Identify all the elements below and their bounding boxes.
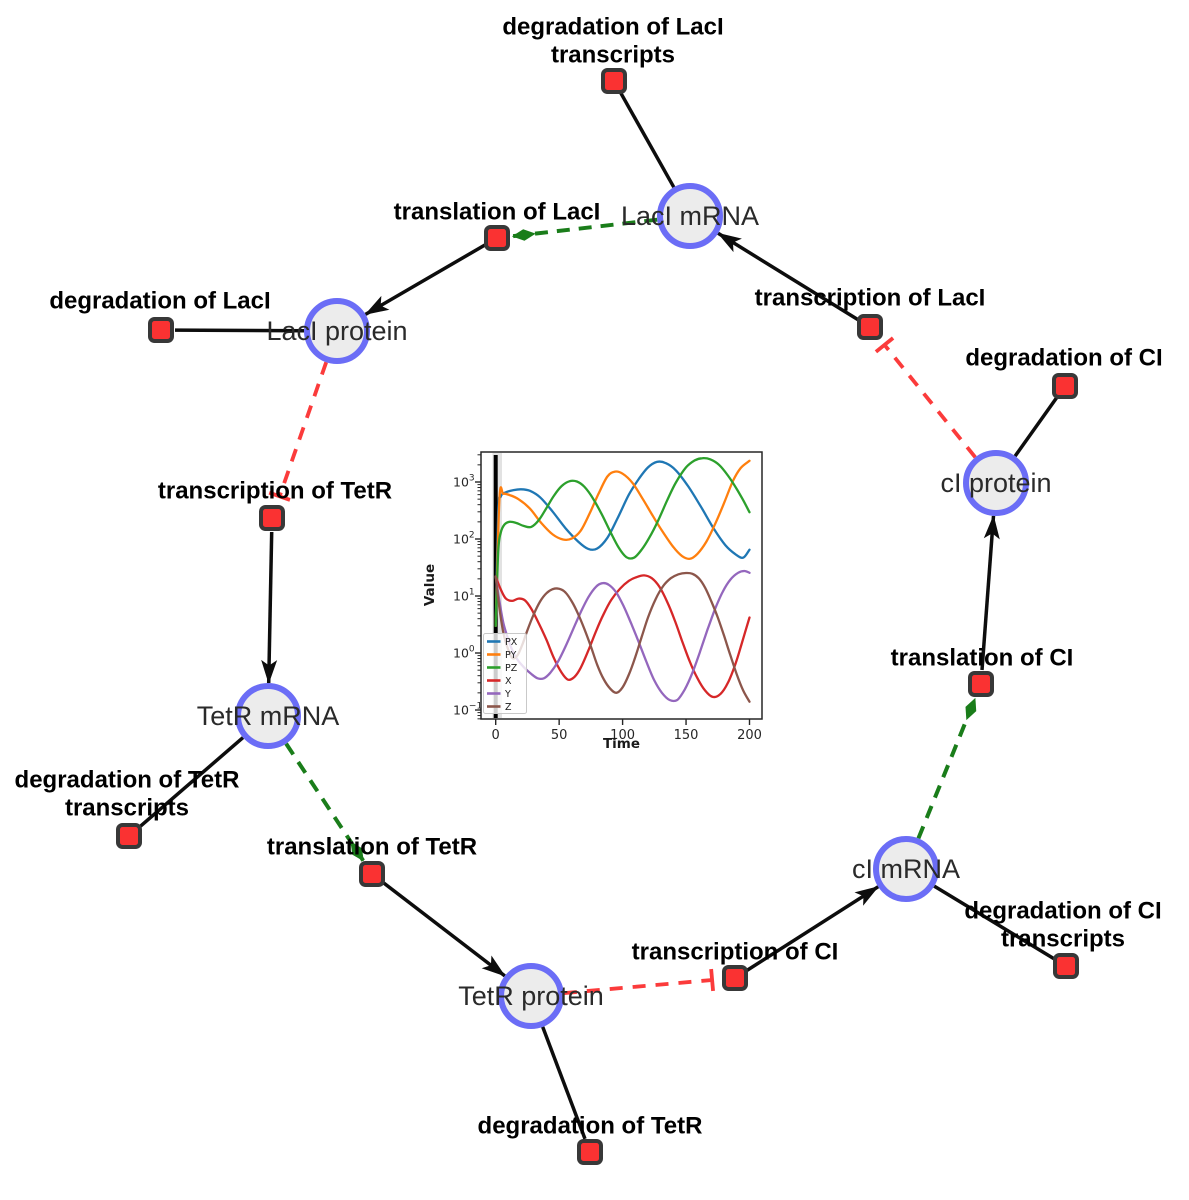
reaction-node-tx_tetr[interactable]: [259, 505, 285, 531]
edge-modifier-laci_mrna-to-transl_laci: [511, 217, 658, 241]
chart-series-Y: [494, 569, 751, 703]
species-label-ci_mrna: cI mRNA: [852, 854, 960, 884]
reaction-label-deg_laci_tx-line1: transcripts: [551, 42, 675, 69]
x-tick-label: 100: [610, 728, 635, 743]
label-layer: LacI mRNA LacI protein TetR mRNA TetR prote…: [15, 14, 1163, 1140]
reaction-label-deg_ci_tx-line0: degradation of CI: [964, 898, 1161, 925]
reaction-node-tx_ci[interactable]: [722, 965, 748, 991]
edge-product-tx_tetr-to-tetr_mrna: [261, 531, 278, 684]
reaction-node-transl_tetr[interactable]: [359, 861, 385, 887]
reaction-label-tx_tetr-line0: transcription of TetR: [158, 478, 392, 505]
x-tick-label: 0: [492, 728, 500, 743]
legend-label-X: X: [505, 676, 512, 687]
edge-modifier-tetr_mrna-to-transl_tetr: [284, 742, 365, 862]
species-node-ci_protein[interactable]: [963, 450, 1029, 516]
reaction-node-deg_ci_tx[interactable]: [1053, 953, 1079, 979]
species-label-ci_protein: cI protein: [940, 468, 1051, 498]
chart-series-Z: [494, 571, 751, 703]
reaction-label-tx_ci-line0: transcription of CI: [632, 939, 839, 966]
edge-product-tx_laci-to-laci_mrna: [717, 231, 860, 322]
reaction-label-deg_laci-line0: degradation of LacI: [49, 288, 270, 315]
legend-label-PX: PX: [505, 637, 518, 648]
edge-product-transl_tetr-to-tetr_protein: [382, 881, 506, 978]
reaction-node-deg_tetr_tx[interactable]: [116, 823, 142, 849]
legend-label-Z: Z: [505, 702, 512, 713]
reaction-label-tx_laci-line0: transcription of LacI: [755, 285, 986, 312]
y-tick-label: 103: [453, 474, 475, 490]
legend-label-PY: PY: [505, 650, 517, 661]
edge-inhibition-tetr_protein-to-tx_ci: [563, 968, 715, 995]
reaction-label-deg_tetr_tx-line0: degradation of TetR: [15, 767, 240, 794]
edge-inhibition-laci_protein-to-tx_tetr: [268, 361, 328, 502]
edge-product-tx_ci-to-ci_mrna: [745, 885, 880, 972]
species-label-laci_protein: LacI protein: [266, 316, 407, 346]
chart-curves: [494, 456, 751, 703]
edge-reactant-ci_mrna-to-deg_ci_tx: [933, 884, 1055, 961]
chart-series-PY: [494, 459, 751, 627]
edge-inhibition-ci_protein-to-tx_laci: [874, 336, 977, 459]
reaction-label-deg_tetr-line0: degradation of TetR: [478, 1113, 703, 1140]
x-tick-label: 150: [674, 728, 699, 743]
chart-series-PZ: [494, 456, 751, 627]
species-label-laci_mrna: LacI mRNA: [621, 201, 759, 231]
species-node-ci_mrna[interactable]: [873, 836, 939, 902]
reaction-label-transl_tetr-line0: translation of TetR: [267, 834, 477, 861]
reaction-label-deg_ci_tx-line1: transcripts: [1001, 926, 1125, 953]
reaction-node-deg_tetr[interactable]: [577, 1139, 603, 1165]
y-tick-label: 100: [453, 645, 475, 661]
x-axis-label: Time: [603, 736, 640, 752]
x-tick-label: 200: [737, 728, 762, 743]
y-tick-label: 101: [453, 588, 475, 604]
reaction-node-transl_ci[interactable]: [968, 671, 994, 697]
species-label-tetr_mrna: TetR mRNA: [197, 701, 340, 731]
species-node-tetr_mrna[interactable]: [235, 683, 301, 749]
y-axis-label: Value: [422, 564, 438, 606]
chart-axes-frame: [480, 451, 763, 720]
legend-label-PZ: PZ: [505, 663, 518, 674]
y-tick-label: 10−1: [453, 702, 482, 718]
edge-product-transl_laci-to-laci_protein: [364, 243, 486, 316]
x-tick-label: 50: [551, 728, 568, 743]
reaction-label-deg_tetr_tx-line1: transcripts: [65, 795, 189, 822]
species-node-laci_protein[interactable]: [304, 298, 370, 364]
reaction-node-deg_laci_tx[interactable]: [601, 68, 627, 94]
edge-reactant-tetr_protein-to-deg_tetr: [541, 1026, 587, 1140]
edge-reactant-ci_protein-to-deg_ci: [1013, 396, 1059, 458]
legend-label-Y: Y: [504, 689, 511, 700]
reaction-label-transl_ci-line0: translation of CI: [891, 645, 1074, 672]
node-layer: [116, 68, 1079, 1165]
edge-layer: [138, 92, 1059, 1140]
chart-legend: PX PY PZ XYZ: [483, 633, 527, 714]
species-node-laci_mrna[interactable]: [657, 183, 723, 249]
reaction-node-tx_laci[interactable]: [857, 314, 883, 340]
edge-modifier-ci_mrna-to-transl_ci: [916, 697, 977, 840]
reaction-node-deg_laci[interactable]: [148, 317, 174, 343]
species-node-tetr_protein[interactable]: [498, 963, 564, 1029]
y-tick-label: 102: [453, 531, 475, 547]
chart-series-X: [494, 574, 751, 699]
edge-product-transl_ci-to-ci_protein: [980, 514, 1000, 671]
inset-chart: 0 50 100 150 20010310210110010−1TimeValuePXP…: [422, 451, 763, 752]
reaction-label-deg_ci-line0: degradation of CI: [965, 345, 1162, 372]
reaction-label-deg_laci_tx-line0: degradation of LacI: [502, 14, 723, 41]
reaction-node-deg_ci[interactable]: [1052, 373, 1078, 399]
edge-reactant-laci_mrna-to-deg_laci_tx: [619, 92, 676, 189]
edge-reactant-laci_protein-to-deg_laci: [174, 328, 305, 333]
edge-reactant-tetr_mrna-to-deg_tetr_tx: [138, 736, 245, 829]
reaction-label-transl_laci-line0: translation of LacI: [394, 199, 601, 226]
reaction-node-transl_laci[interactable]: [484, 225, 510, 251]
species-label-tetr_protein: TetR protein: [458, 981, 604, 1011]
